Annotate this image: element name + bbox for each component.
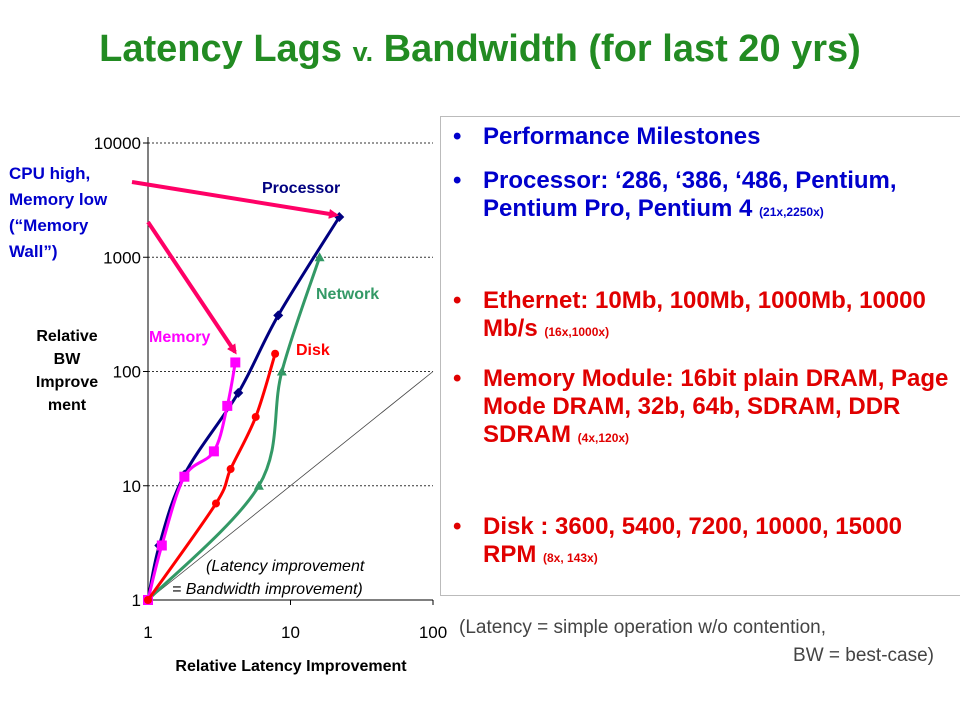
network-point <box>314 252 325 262</box>
y-axis-label: Improve <box>36 374 98 391</box>
definition-note: (Latency = simple operation w/o contenti… <box>459 614 939 670</box>
note-line: BW = best-case) <box>793 645 934 666</box>
memory-point <box>156 540 167 551</box>
memory-point <box>230 357 241 368</box>
memory-series-label: Memory <box>149 329 210 346</box>
y-axis-label: ment <box>48 397 87 414</box>
y-tick-label: 1 <box>132 591 141 610</box>
x-axis-label: Relative Latency Improvement <box>175 658 407 675</box>
processor-point <box>273 310 284 321</box>
milestone-text: Processor: ‘286, ‘386, ‘486, Pentium, Pe… <box>483 167 897 222</box>
milestone-text: Performance Milestones <box>483 123 761 150</box>
processor-line <box>146 216 341 601</box>
reference-line <box>147 371 434 601</box>
network-line <box>146 256 322 602</box>
cpu-note-line: (“Memory <box>9 216 89 235</box>
milestone-ratio: (8x, 143x) <box>543 551 598 565</box>
cpu-note-line: Wall”) <box>9 242 58 261</box>
reference-line-label: (Latency improvement <box>206 558 365 575</box>
pointer-arrow-to-processor <box>131 180 339 219</box>
milestone-text: Disk : 3600, 5400, 7200, 10000, 15000 RP… <box>483 513 903 568</box>
bullet-icon: • <box>453 123 462 150</box>
milestone-ratio: (16x,1000x) <box>544 325 610 339</box>
memory-point <box>222 400 233 411</box>
cpu-memory-wall-note: CPU high, Memory low (“Memory Wall”) <box>9 161 159 265</box>
network-point <box>253 480 264 490</box>
cpu-note-line: CPU high, <box>9 164 91 183</box>
milestone-text: Memory Module: 16bit plain DRAM, Page Mo… <box>483 365 949 448</box>
bullet-icon: • <box>453 287 462 314</box>
processor-point <box>233 387 244 398</box>
y-axis-label: BW <box>54 351 82 368</box>
disk-point <box>226 465 235 474</box>
network-series-label: Network <box>316 286 379 303</box>
reference-line-label: = Bandwidth improvement) <box>172 581 363 598</box>
memory-point <box>208 446 219 457</box>
disk-point <box>144 596 152 604</box>
y-axis-label: Relative <box>36 328 97 345</box>
y-tick-label: 10000 <box>94 134 141 153</box>
disk-series-label: Disk <box>296 342 330 359</box>
title-part2: Bandwidth (for last 20 yrs) <box>373 28 861 70</box>
x-tick-label: 10 <box>281 623 300 642</box>
bullet-icon: • <box>453 167 462 194</box>
cpu-note-line: Memory low <box>9 190 108 209</box>
bullet-icon: • <box>453 365 462 392</box>
pointer-arrow-to-memory <box>146 220 237 355</box>
milestone-ratio: (4x,120x) <box>577 431 630 445</box>
title-part1: Latency Lags <box>99 28 353 70</box>
x-tick-label: 100 <box>419 623 447 642</box>
y-tick-label: 10 <box>122 477 141 496</box>
milestone-ratio: (21x,2250x) <box>759 205 824 219</box>
processor-series-label: Processor <box>262 180 340 197</box>
note-line: (Latency = simple operation w/o contenti… <box>459 617 827 638</box>
bullet-icon: • <box>453 513 462 540</box>
memory-point <box>179 471 190 482</box>
milestones-panel: • Performance Milestones • Processor: ‘2… <box>440 116 960 596</box>
disk-point <box>211 499 220 508</box>
disk-point <box>251 412 260 421</box>
network-point <box>276 366 287 376</box>
milestone-text: Ethernet: 10Mb, 100Mb, 1000Mb, 10000 Mb/… <box>483 287 926 342</box>
y-tick-label: 1000 <box>103 248 141 267</box>
x-tick-label: 1 <box>143 623 152 642</box>
slide-title: Latency Lags v. Bandwidth (for last 20 y… <box>0 28 960 71</box>
title-v: v. <box>352 37 374 67</box>
disk-point <box>271 349 280 358</box>
y-tick-label: 100 <box>113 363 141 382</box>
